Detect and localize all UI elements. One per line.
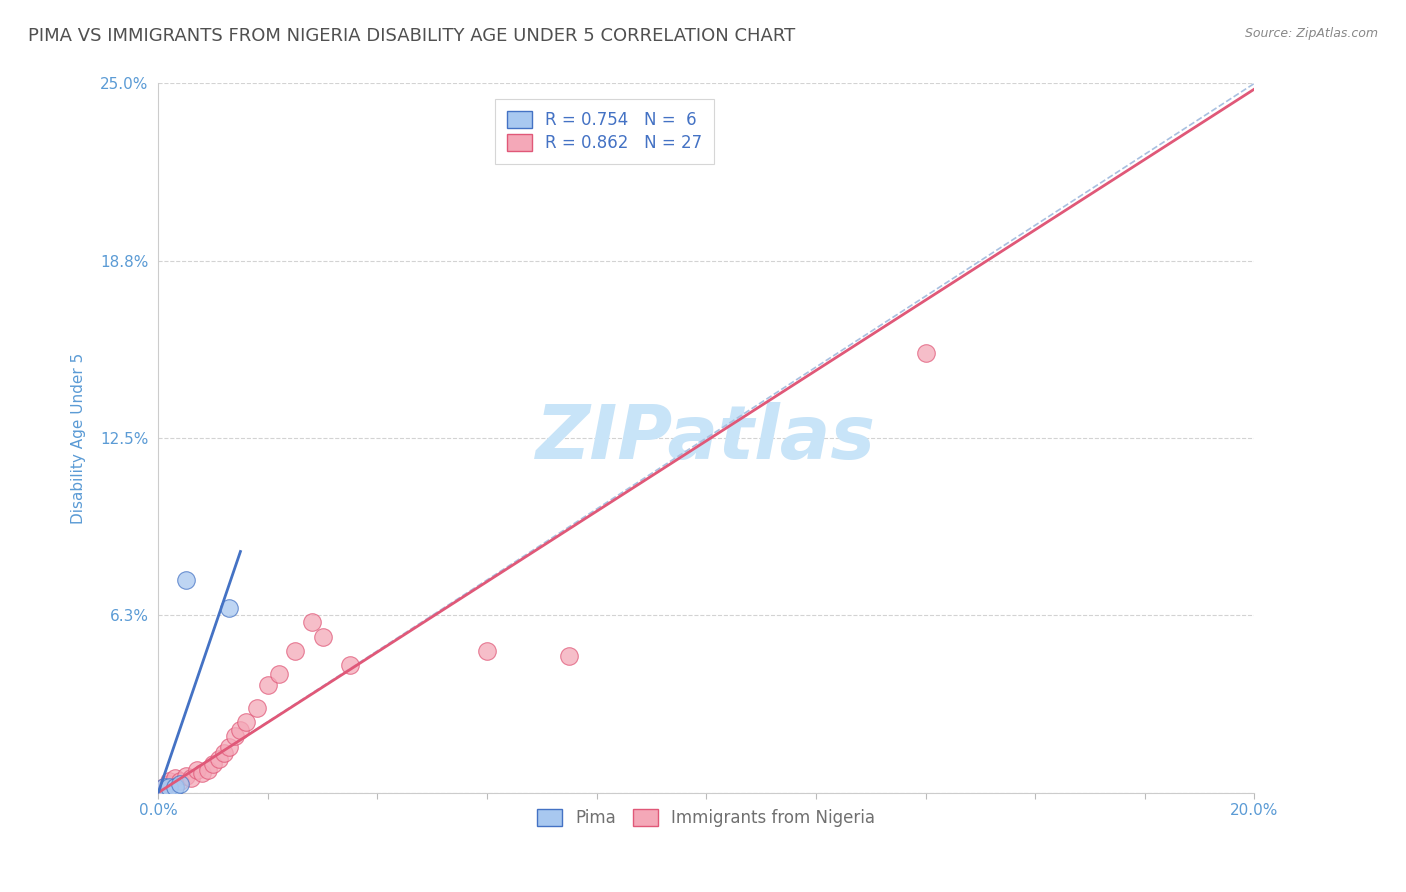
Point [256,678,278,692]
Point [246,700,269,714]
Point [180,772,202,786]
Point [202,757,225,772]
Text: Source: ZipAtlas.com: Source: ZipAtlas.com [1244,27,1378,40]
Point [157,774,180,789]
Point [174,573,197,587]
Point [163,780,186,794]
Point [174,769,197,783]
Point [169,777,191,791]
Point [558,649,581,664]
Point [157,777,180,791]
Legend: Pima, Immigrants from Nigeria: Pima, Immigrants from Nigeria [530,803,882,834]
Point [152,780,174,794]
Point [197,763,219,777]
Point [267,666,290,681]
Point [212,746,235,760]
Point [235,714,257,729]
Point [301,615,323,630]
Point [163,772,186,786]
Point [186,763,208,777]
Point [475,644,498,658]
Point [229,723,252,738]
Point [152,780,174,794]
Text: PIMA VS IMMIGRANTS FROM NIGERIA DISABILITY AGE UNDER 5 CORRELATION CHART: PIMA VS IMMIGRANTS FROM NIGERIA DISABILI… [28,27,796,45]
Point [914,346,936,360]
Point [207,751,229,765]
Point [284,644,307,658]
Y-axis label: Disability Age Under 5: Disability Age Under 5 [72,352,86,524]
Point [311,630,333,644]
Point [157,780,180,794]
Point [218,601,240,615]
Point [224,729,246,743]
Point [169,774,191,789]
Point [339,658,361,673]
Point [191,765,214,780]
Text: ZIPatlas: ZIPatlas [536,401,876,475]
Point [218,740,240,755]
